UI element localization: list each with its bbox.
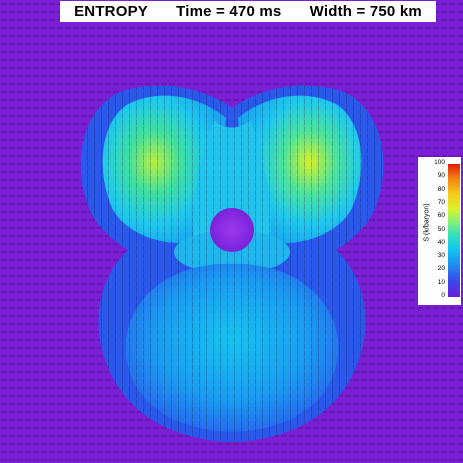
colorbar-tick-label: 100 bbox=[434, 159, 445, 166]
title-time: Time = 470 ms bbox=[176, 3, 282, 20]
colorbar-tick-label: 20 bbox=[437, 265, 445, 273]
colorbar-tick-label: 50 bbox=[437, 225, 445, 233]
colorbar-tick-label: 90 bbox=[437, 172, 445, 180]
title-width: Width = 750 km bbox=[309, 3, 422, 20]
colorbar: S (k/baryon) 100 90 80 70 60 50 40 30 20 10 0 bbox=[418, 157, 461, 305]
flow-velocity-vectors bbox=[80, 85, 384, 442]
colorbar-label: S (k/baryon) bbox=[423, 203, 431, 242]
colorbar-tick-label: 0 bbox=[441, 292, 445, 299]
colorbar-tick-label: 80 bbox=[437, 185, 445, 193]
colorbar-tick-label: 10 bbox=[437, 278, 445, 286]
colorbar-tick-label: 60 bbox=[437, 212, 445, 220]
colorbar-tick-label: 70 bbox=[437, 198, 445, 206]
colorbar-tick-label: 30 bbox=[437, 252, 445, 260]
title-field: ENTROPY bbox=[74, 3, 148, 20]
colorbar-tick-label: 40 bbox=[437, 238, 445, 246]
title-bar: ENTROPY Time = 470 ms Width = 750 km bbox=[60, 1, 436, 22]
proto-neutron-star-core bbox=[210, 208, 254, 252]
colorbar-gradient bbox=[448, 164, 460, 297]
